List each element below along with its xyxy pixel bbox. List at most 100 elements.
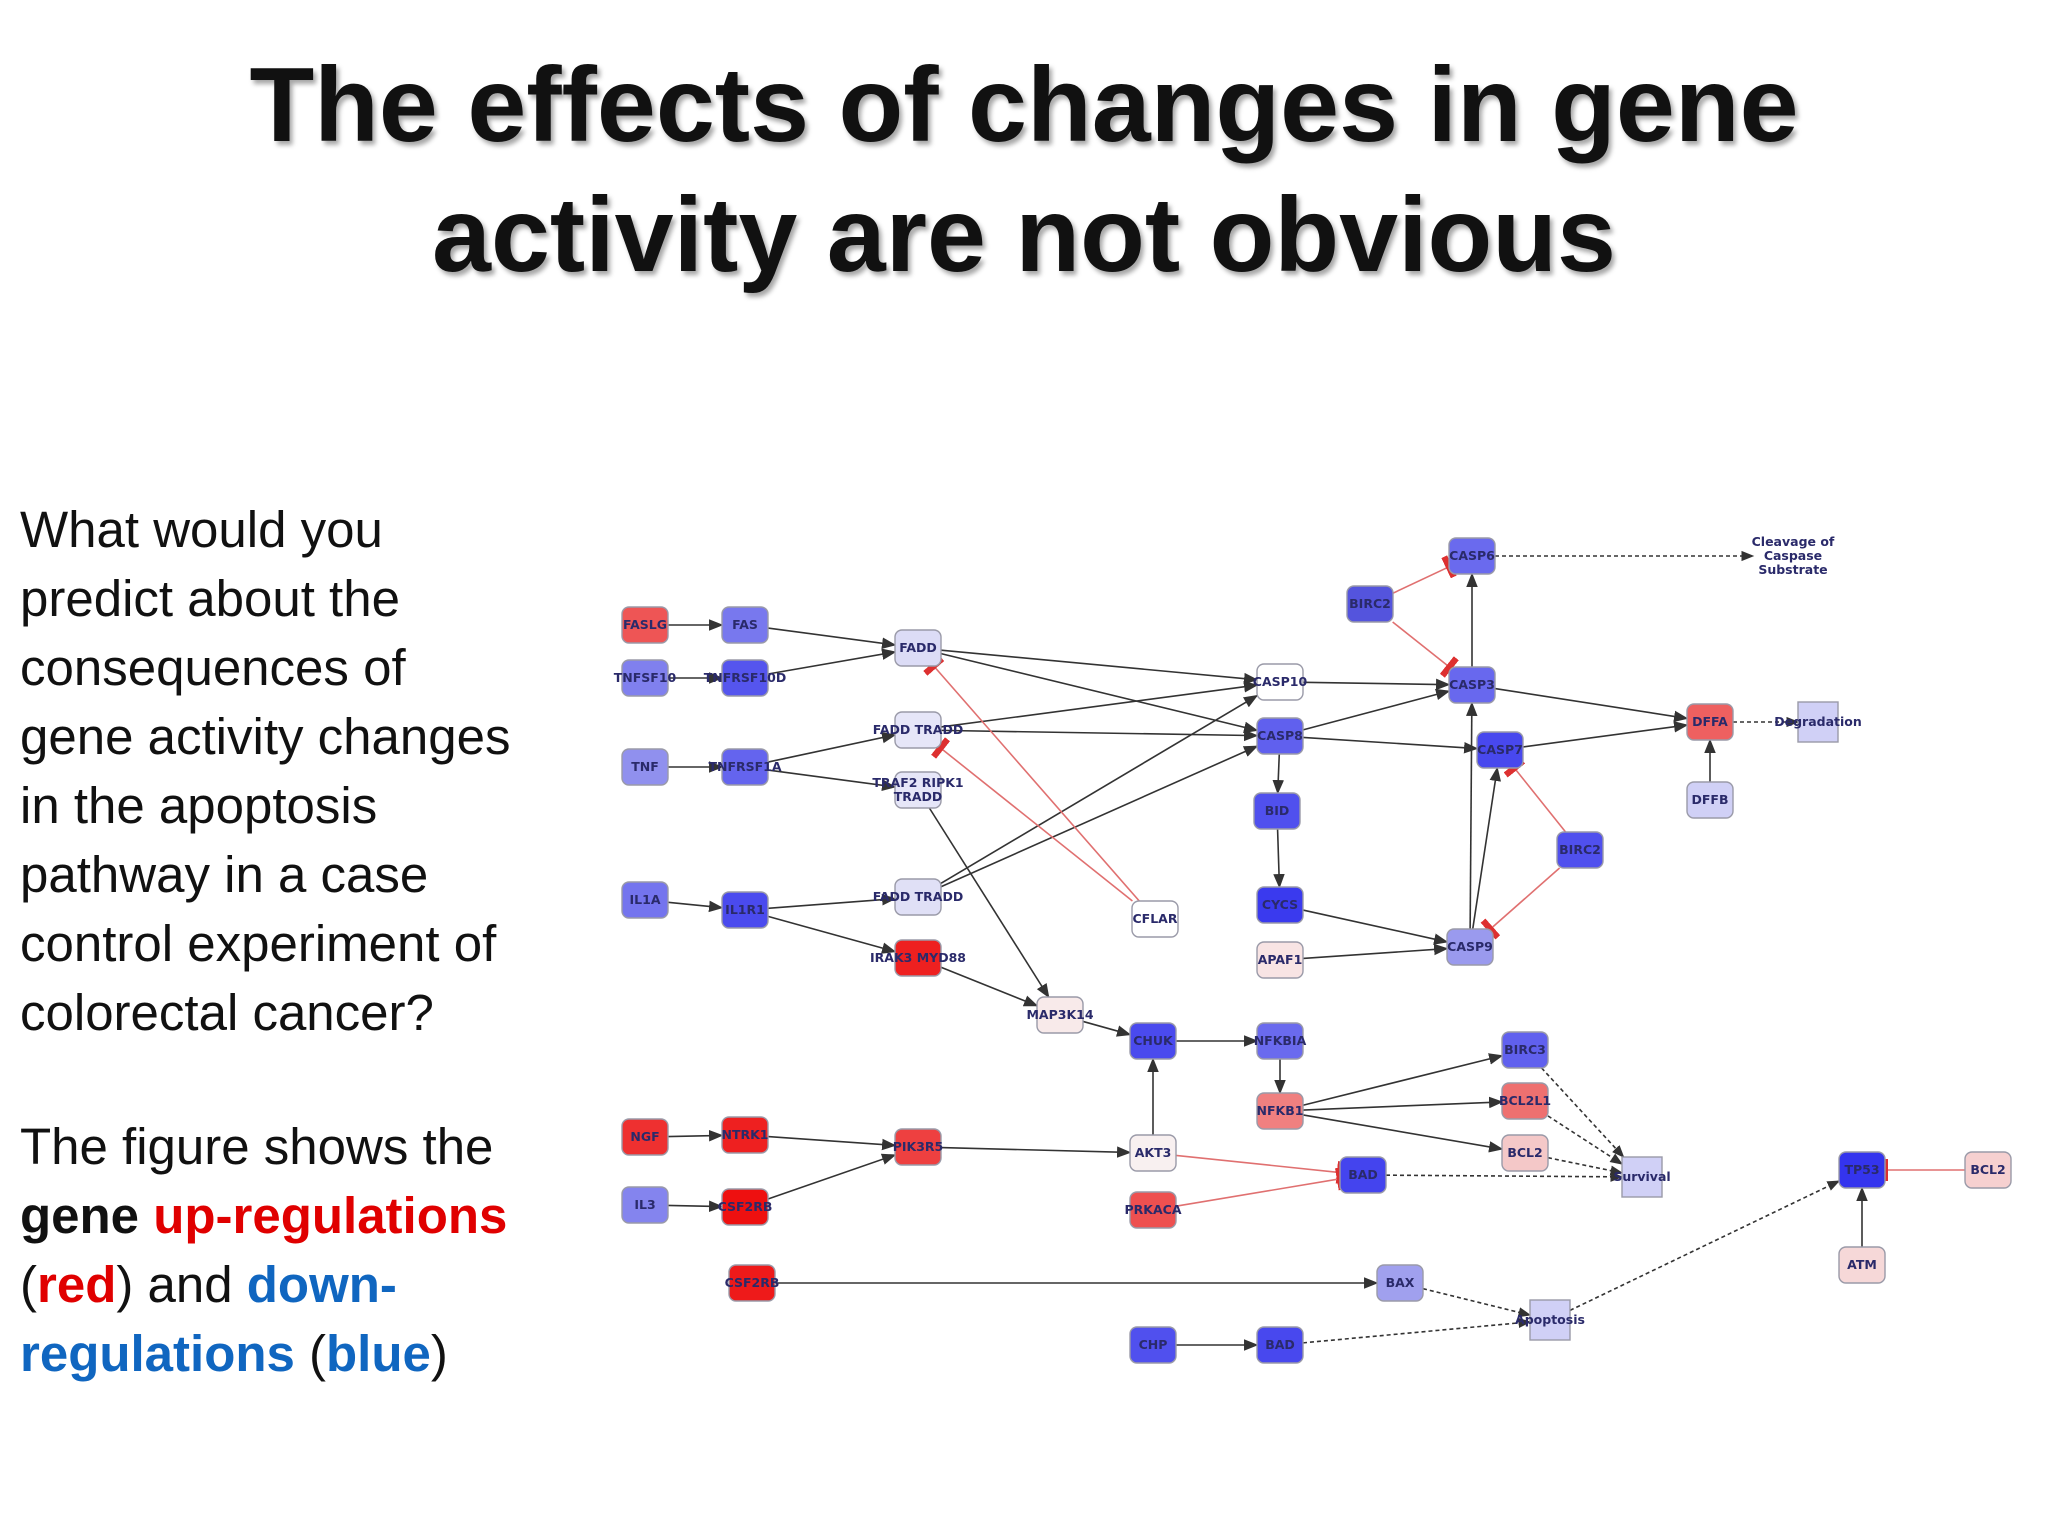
node-label: BIRC2: [1349, 596, 1391, 611]
title-line-1: The effects of changes in gene: [249, 46, 1799, 164]
node-label: TRAF2 RIPK1: [872, 775, 963, 790]
node-chp: CHP: [1129, 1326, 1177, 1364]
question-line: pathway in a case: [20, 846, 429, 903]
node-box: [621, 659, 669, 697]
node-label: Caspase: [1764, 548, 1822, 563]
node-box: [1501, 1082, 1549, 1120]
node-box: [1838, 1246, 1886, 1284]
node-box: [1529, 1299, 1571, 1341]
node-casp3: CASP3: [1448, 666, 1496, 704]
node-box: [1964, 1151, 2012, 1189]
node-box: [1448, 666, 1496, 704]
edge-bcl2a-survival: [1547, 1156, 1624, 1176]
node-label: CASP3: [1449, 677, 1495, 692]
node-label: BIRC3: [1504, 1042, 1546, 1057]
node-label: MAP3K14: [1026, 1007, 1093, 1022]
node-box: [1556, 831, 1604, 869]
node-label: PRKACA: [1125, 1202, 1182, 1217]
edge-fadd1-casp8: [940, 652, 1259, 733]
edge-il1r1-irak3: [767, 915, 897, 954]
edge-faddtradd2-casp8: [940, 745, 1259, 888]
node-label: DFFB: [1692, 792, 1729, 807]
node-faddtradd1: FADD TRADD: [873, 711, 963, 749]
edge-il3-csf2rb1: [667, 1200, 724, 1213]
edge-casp7-dffa: [1522, 721, 1689, 748]
edge-apaf1-casp9: [1302, 943, 1449, 960]
node-degradation: Degradation: [1774, 701, 1862, 743]
word-regulations: regulations: [20, 1325, 295, 1382]
edge-cycs-casp9: [1302, 909, 1449, 945]
nodes-layer: FASLG FAS TNFSF10 TNFRSF10D FADD TNF TNFRSF1A F…: [614, 534, 2012, 1364]
node-box: [1339, 1156, 1387, 1194]
edge-irak3-map3k14: [940, 966, 1039, 1007]
node-label: TNFRSF1A: [708, 759, 781, 774]
node-ntrk1: NTRK1: [721, 1116, 769, 1154]
node-ngf: NGF: [621, 1118, 669, 1156]
node-box: [1256, 1022, 1304, 1060]
node-bcl2l1: BCL2L1: [1499, 1082, 1551, 1120]
node-box: [894, 629, 942, 667]
node-box: [1256, 1092, 1304, 1130]
node-box: [1129, 1326, 1177, 1364]
question-line: consequences of: [20, 639, 406, 696]
node-box: [1448, 537, 1496, 575]
node-label: CASP10: [1253, 674, 1308, 689]
node-label: BAX: [1386, 1275, 1415, 1290]
node-label: TNFSF10: [614, 670, 677, 685]
node-label: TP53: [1844, 1162, 1879, 1177]
node-label: CFLAR: [1133, 911, 1178, 926]
edge-bad2-apoptosis: [1302, 1317, 1532, 1344]
node-label: FADD TRADD: [873, 889, 963, 904]
edge-birc3-survival: [1540, 1067, 1625, 1158]
edge-bcl2l1-survival: [1547, 1115, 1624, 1165]
node-label: BCL2: [1970, 1162, 2005, 1177]
node-box: [721, 891, 769, 929]
edge-cflar-faddtradd1: [931, 737, 1133, 902]
edge-ntrk1-pik3r5: [767, 1135, 897, 1151]
close-paren: ): [430, 1325, 448, 1382]
node-label: IL3: [634, 1197, 655, 1212]
node-chuk: CHUK: [1129, 1022, 1177, 1060]
node-label: BIRC2: [1559, 842, 1601, 857]
node-prkaca: PRKACA: [1125, 1191, 1182, 1229]
node-atm: ATM: [1838, 1246, 1886, 1284]
question-line: predict about the: [20, 570, 400, 627]
node-label: FAS: [732, 617, 758, 632]
word-up-regulations: up-regulations: [153, 1187, 508, 1244]
slide-title: The effects of changes in gene activity …: [0, 40, 2048, 300]
node-faslg: FASLG: [621, 606, 669, 644]
word-gene: gene: [20, 1187, 140, 1244]
title-line-2: activity are not obvious: [432, 176, 1616, 294]
node-survival: Survival: [1613, 1156, 1671, 1198]
edge-casp10-casp3: [1302, 678, 1451, 691]
node-box: [1797, 701, 1839, 743]
edge-casp8-casp3: [1302, 688, 1451, 731]
node-box: [1376, 1264, 1424, 1302]
node-box: [1838, 1151, 1886, 1189]
node-label: APAF1: [1258, 952, 1303, 967]
edge-casp8-casp7: [1302, 736, 1479, 754]
node-label: BCL2L1: [1499, 1093, 1551, 1108]
node-bcl2b: BCL2: [1964, 1151, 2012, 1189]
node-box: [1501, 1031, 1549, 1069]
node-box: [1036, 996, 1084, 1034]
node-label: FASLG: [623, 617, 667, 632]
edge-casp9-casp7: [1471, 766, 1502, 930]
node-box: [721, 1188, 769, 1226]
node-box: [894, 1128, 942, 1166]
node-tnfsf10: TNFSF10: [614, 659, 677, 697]
node-box: [621, 881, 669, 919]
and-text: ) and: [116, 1256, 247, 1313]
edge-casp8-bid: [1272, 753, 1284, 795]
node-label: TNFRSF10D: [704, 670, 786, 685]
node-label: CSF2RB: [718, 1199, 773, 1214]
node-box: [1686, 781, 1734, 819]
node-box: [1686, 703, 1734, 741]
node-birc3: BIRC3: [1501, 1031, 1549, 1069]
node-tnfrsf10d: TNFRSF10D: [704, 659, 786, 697]
edge-il1r1-faddtradd2: [767, 893, 897, 910]
node-label: PIK3R5: [893, 1139, 944, 1154]
node-box: [1129, 1022, 1177, 1060]
edge-tnfrsf1a-traf2: [767, 769, 897, 791]
